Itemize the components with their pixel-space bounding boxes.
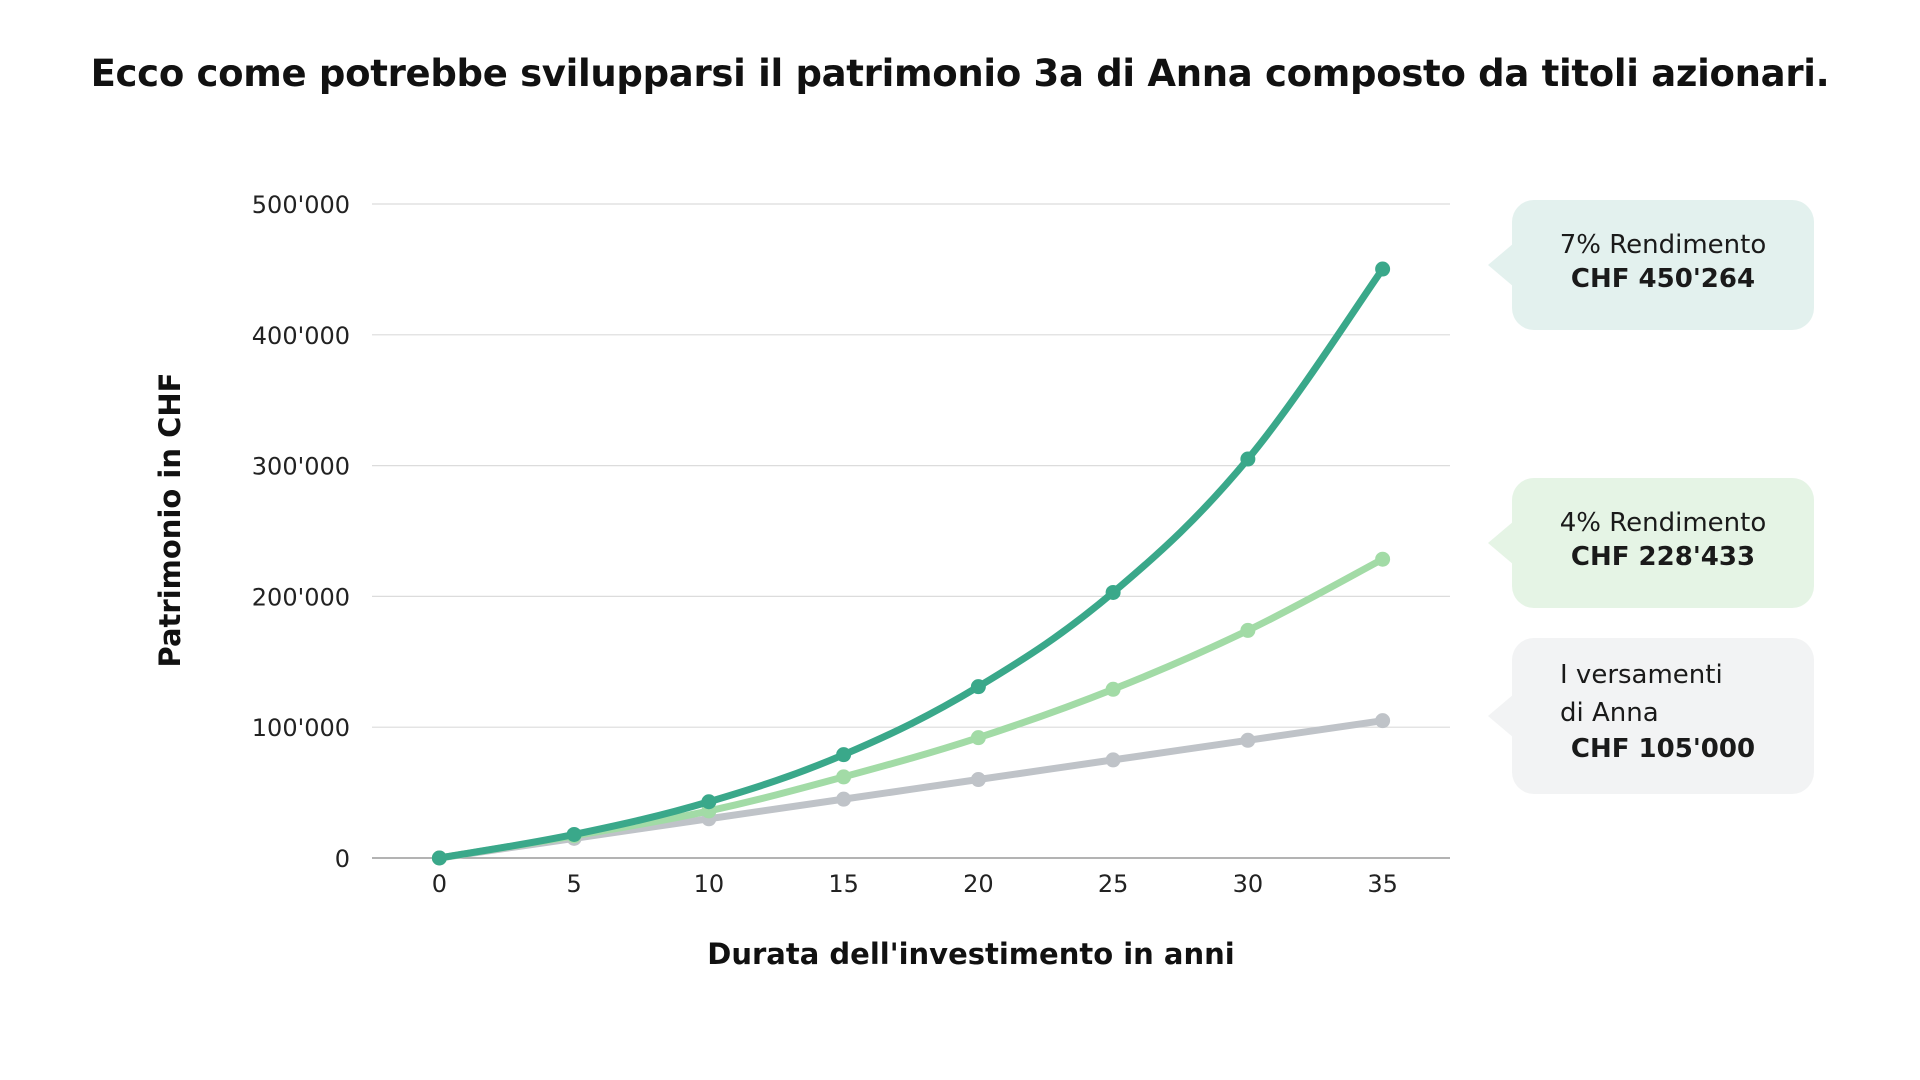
x-tick-label: 5 <box>566 870 581 898</box>
data-point-r7 <box>836 747 852 763</box>
chart-title: Ecco come potrebbe svilupparsi il patrim… <box>90 52 1830 95</box>
data-point-deposits <box>836 791 852 807</box>
callout-value: CHF 450'264 <box>1570 264 1756 294</box>
data-point-r7 <box>701 794 717 810</box>
x-axis-title: Durata dell'investimento in anni <box>707 937 1234 971</box>
y-tick-label: 0 <box>335 845 350 873</box>
callout-deposits: I versamenti di Anna CHF 105'000 <box>1488 638 1814 794</box>
y-tick-label: 400'000 <box>252 322 350 350</box>
data-point-r7 <box>970 679 986 695</box>
series-r4 <box>431 551 1391 866</box>
x-tick-label: 25 <box>1098 870 1129 898</box>
data-point-r7 <box>1375 261 1391 277</box>
x-tick-label: 30 <box>1233 870 1264 898</box>
y-axis-title: Patrimonio in CHF <box>153 373 187 668</box>
x-tick-label: 15 <box>828 870 859 898</box>
y-tick-label: 100'000 <box>252 714 350 742</box>
callout-value: CHF 105'000 <box>1570 734 1756 764</box>
data-point-r4 <box>1105 681 1121 697</box>
callout-label: 7% Rendimento <box>1559 230 1767 260</box>
tick-labels: 0 100'000 200'000 300'000 400'000 500'000 0 5 10… <box>252 191 1398 898</box>
series-line-r4 <box>435 555 1387 862</box>
y-tick-label: 300'000 <box>252 453 350 481</box>
x-tick-label: 20 <box>963 870 994 898</box>
callout-pointer <box>1488 243 1514 287</box>
callout-label: 4% Rendimento <box>1559 508 1767 538</box>
data-point-deposits <box>1240 732 1256 748</box>
series-line-r7 <box>435 265 1387 862</box>
data-point-deposits <box>1375 713 1391 729</box>
data-point-r4 <box>1375 551 1391 567</box>
data-point-r4 <box>836 769 852 785</box>
data-point-r4 <box>970 730 986 746</box>
callout-7-percent-return: 7% Rendimento CHF 450'264 <box>1488 200 1814 330</box>
data-point-r7 <box>566 826 582 842</box>
data-point-r4 <box>1240 622 1256 638</box>
callout-pointer <box>1488 694 1514 738</box>
data-point-r7 <box>1240 451 1256 467</box>
data-point-r7 <box>431 850 447 866</box>
data-point-r7 <box>1105 584 1121 600</box>
data-point-deposits <box>970 772 986 788</box>
callout-label-line2: di Anna <box>1560 698 1659 728</box>
x-tick-label: 10 <box>694 870 725 898</box>
callout-pointer <box>1488 521 1514 565</box>
grid-lines <box>372 203 1450 728</box>
x-tick-label: 0 <box>432 870 447 898</box>
x-tick-label: 35 <box>1367 870 1398 898</box>
series-lines <box>431 261 1391 866</box>
y-tick-label: 500'000 <box>252 191 350 219</box>
callout-value: CHF 228'433 <box>1570 542 1756 572</box>
y-tick-label: 200'000 <box>252 583 350 611</box>
data-point-deposits <box>1105 752 1121 768</box>
series-r7 <box>431 261 1391 866</box>
callout-label-line1: I versamenti <box>1560 660 1723 690</box>
callout-4-percent-return: 4% Rendimento CHF 228'433 <box>1488 478 1814 608</box>
